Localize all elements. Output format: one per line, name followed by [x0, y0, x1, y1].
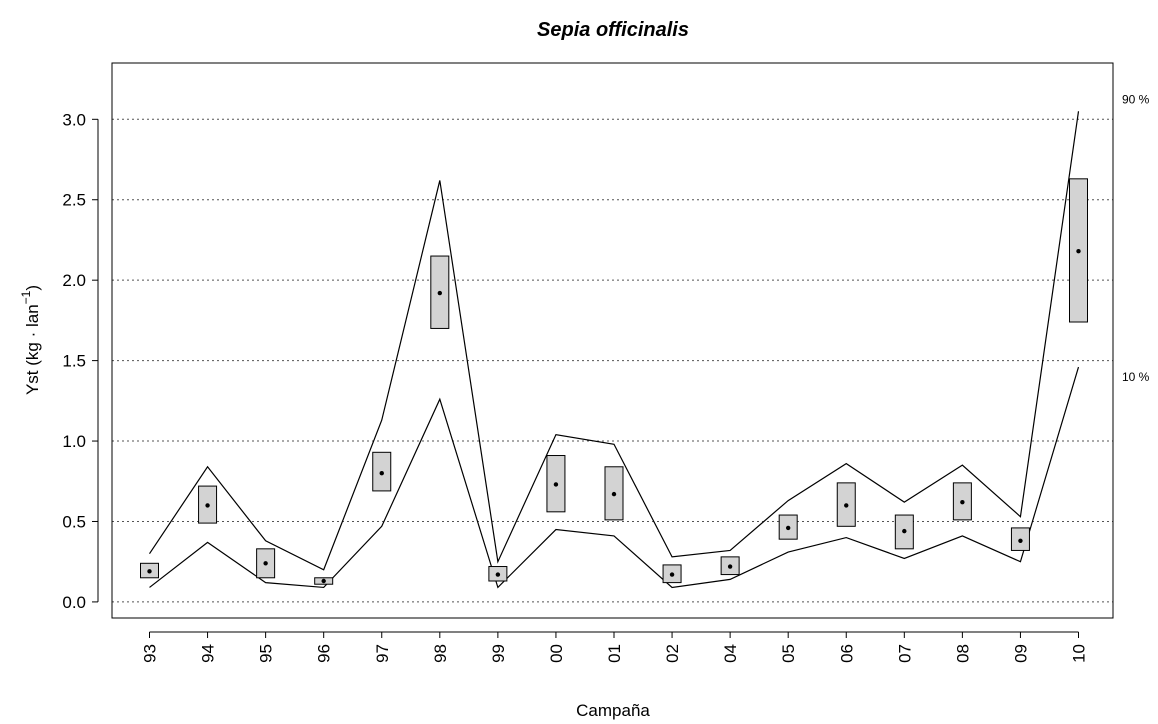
axis-layer: 0.0 0.5 1.0 1.5 2.0 2.5 3.0 93 94 95 96 97 98 99 00 01 0…	[62, 92, 1149, 663]
mean-point	[902, 528, 907, 534]
y-tick-label: 0.0	[62, 593, 86, 612]
grid-layer	[112, 118, 1113, 603]
x-axis-title: Campaña	[576, 701, 650, 720]
mean-point	[611, 491, 617, 497]
y-axis-title: Yst (kg · lan−1)	[19, 285, 42, 395]
box-layer	[140, 178, 1088, 585]
mean-point	[727, 564, 733, 569]
line-layer	[149, 111, 1080, 589]
mean-point	[669, 572, 675, 577]
x-tick-label: 01	[605, 644, 624, 663]
x-tick-label: 98	[431, 644, 450, 663]
mean-point	[844, 503, 849, 508]
mean-point	[1018, 538, 1023, 543]
y-tick-label: 0.5	[62, 512, 86, 531]
mean-point	[785, 525, 791, 531]
x-tick-label: 10	[1070, 644, 1089, 663]
x-tick-label: 94	[199, 644, 218, 663]
mean-point	[263, 561, 268, 566]
y-tick-label: 1.5	[62, 352, 86, 371]
series-line-p10	[149, 366, 1080, 589]
y-axis-title-sup: −1	[19, 290, 33, 304]
mean-point	[205, 503, 210, 508]
series-label-p90: 90 %	[1122, 92, 1150, 106]
mean-point	[553, 482, 559, 487]
mean-point	[379, 471, 384, 476]
mean-point	[321, 578, 326, 584]
mean-point	[1076, 249, 1081, 254]
x-tick-label: 93	[141, 644, 160, 663]
x-tick-label: 07	[895, 644, 914, 663]
x-tick-label: 00	[547, 644, 566, 663]
x-tick-label: 06	[837, 644, 856, 663]
x-tick-label: 08	[953, 644, 972, 663]
x-tick-label: 96	[315, 644, 334, 663]
mean-point	[960, 499, 965, 505]
y-tick-label: 1.0	[62, 432, 86, 451]
x-tick-label: 99	[489, 644, 508, 663]
x-tick-label: 04	[721, 644, 740, 663]
y-axis-title-tail: )	[23, 285, 42, 291]
mean-point	[437, 290, 443, 296]
y-tick-label: 2.5	[62, 191, 86, 210]
series-label-p10: 10 %	[1122, 370, 1150, 384]
y-tick-label: 2.0	[62, 271, 86, 290]
chart-title: Sepia officinalis	[537, 19, 689, 41]
series-line-p90	[149, 111, 1080, 571]
mean-point	[147, 569, 152, 574]
plot-frame	[111, 62, 1114, 619]
x-tick-label: 95	[257, 644, 276, 663]
x-tick-label: 05	[779, 644, 798, 663]
y-axis-title-main: Yst (kg · lan	[23, 304, 42, 395]
x-tick-label: 02	[663, 644, 682, 663]
x-tick-label: 09	[1011, 644, 1030, 663]
x-tick-label: 97	[373, 644, 392, 663]
y-tick-label: 3.0	[62, 110, 86, 129]
mean-point	[495, 572, 501, 577]
